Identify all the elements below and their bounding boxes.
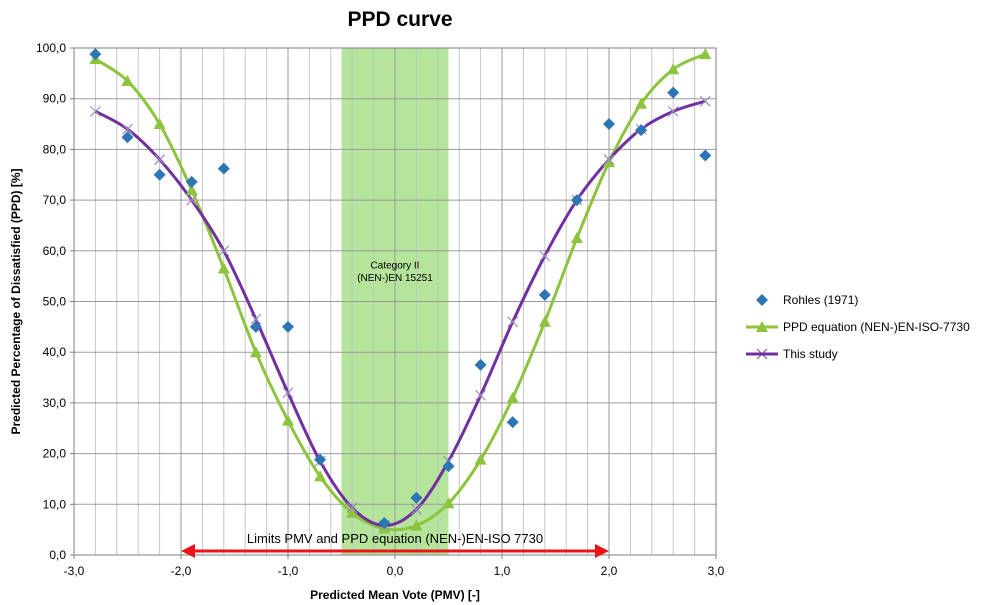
rohles-point: [699, 149, 712, 162]
y-tick-label: 40,0: [43, 345, 67, 359]
ppd-equation-line: [94, 52, 706, 532]
this-study-point: [699, 95, 711, 107]
legend-swatch-this-study: [745, 347, 779, 361]
x-tick-label: -3,0: [64, 564, 85, 578]
ppd-equation-point: [121, 74, 134, 86]
rohles-point: [442, 460, 455, 473]
legend: Rohles (1971) PPD equation (NEN-)EN-ISO-…: [745, 286, 980, 367]
x-tick-label: 1,0: [494, 564, 511, 578]
x-axis-label: Predicted Mean Vote (PMV) [-]: [310, 588, 480, 602]
this-study-point: [410, 503, 422, 515]
ppd-equation-point: [667, 63, 680, 75]
rohles-point: [667, 86, 680, 99]
limits-arrow-label: Limits PMV and PPD equation (NEN-)EN-ISO…: [247, 531, 543, 546]
y-tick-label: 60,0: [43, 244, 67, 258]
legend-item-ppd-equation[interactable]: PPD equation (NEN-)EN-ISO-7730: [745, 313, 980, 340]
rohles-point: [378, 517, 391, 530]
y-tick-label: 20,0: [43, 447, 67, 461]
ppd-equation-point: [635, 97, 648, 109]
ppd-equation-point: [282, 414, 294, 426]
y-axis-label: Predicted Percentage of Dissatisfied (PP…: [9, 168, 23, 434]
legend-item-rohles[interactable]: Rohles (1971): [745, 286, 980, 313]
rohles-point: [570, 194, 583, 207]
rohles-point: [603, 118, 615, 131]
y-tick-label: 90,0: [43, 92, 67, 106]
legend-swatch-rohles: [745, 293, 779, 307]
this-study-point: [186, 194, 198, 206]
y-tick-label: 100,0: [36, 41, 66, 55]
ppd-equation-point: [603, 156, 615, 168]
y-tick-label: 10,0: [43, 497, 67, 511]
rohles-point: [314, 453, 327, 466]
ppd-equation-point: [410, 519, 423, 531]
this-study-point: [346, 502, 358, 514]
y-tick-label: 0,0: [49, 548, 66, 562]
band-label-line1: Category II: [371, 261, 420, 272]
x-tick-label: 0,0: [387, 564, 404, 578]
ppd-equation-point: [699, 48, 712, 60]
this-study-point: [282, 387, 294, 399]
y-tick-label: 80,0: [43, 142, 67, 156]
rohles-point: [153, 168, 166, 181]
ppd-equation-point: [314, 470, 327, 482]
limits-arrow-head-left: [181, 544, 195, 558]
this-study-point: [122, 123, 133, 135]
x-tick-label: 3,0: [708, 564, 725, 578]
rohles-point: [635, 124, 648, 137]
this-study-point: [603, 154, 615, 165]
ppd-equation-point: [346, 506, 359, 518]
rohles-point: [249, 320, 262, 333]
legend-swatch-ppd-equation: [745, 320, 779, 334]
this-study-point: [250, 313, 262, 325]
this-study-point: [89, 105, 101, 117]
y-tick-label: 30,0: [43, 396, 67, 410]
this-study-point: [507, 316, 519, 328]
this-study-point: [475, 389, 487, 401]
this-study-point: [218, 245, 230, 257]
legend-label-this-study: This study: [783, 346, 838, 361]
rohles-point: [282, 320, 294, 333]
legend-label-rohles: Rohles (1971): [783, 292, 859, 307]
rohles-point: [506, 416, 519, 429]
x-tick-label: -1,0: [278, 564, 299, 578]
rohles-point: [121, 131, 134, 144]
ppd-equation-point: [185, 183, 198, 195]
ppd-equation-point: [442, 497, 455, 509]
rohles-point: [185, 175, 198, 188]
this-study-point: [539, 250, 551, 262]
y-tick-label: 70,0: [43, 193, 67, 207]
rohles-point: [217, 162, 230, 175]
y-tick-label: 50,0: [43, 295, 67, 309]
ppd-equation-point: [538, 315, 551, 327]
rohles-point: [410, 491, 423, 504]
chart-title: PPD curve: [347, 8, 453, 31]
ppd-equation-point: [249, 346, 262, 358]
legend-item-this-study[interactable]: This study: [745, 340, 980, 367]
ppd-equation-point: [217, 262, 230, 274]
band-label-line2: (NEN-)EN 15251: [357, 273, 433, 284]
limits-arrow-head-right: [595, 544, 609, 558]
ppd-equation-point: [153, 118, 166, 130]
legend-label-ppd-equation: PPD equation (NEN-)EN-ISO-7730: [783, 319, 970, 334]
ppd-equation-point: [506, 391, 519, 403]
this-study-point: [667, 105, 679, 117]
this-study-point: [154, 154, 166, 165]
rohles-point: [538, 288, 551, 301]
this-study-line: [94, 99, 706, 528]
rohles-point: [89, 48, 102, 61]
x-tick-label: -2,0: [171, 564, 192, 578]
rohles-point: [474, 358, 487, 371]
x-tick-label: 2,0: [601, 564, 618, 578]
ppd-equation-point: [570, 232, 583, 244]
ppd-equation-point: [474, 453, 487, 465]
